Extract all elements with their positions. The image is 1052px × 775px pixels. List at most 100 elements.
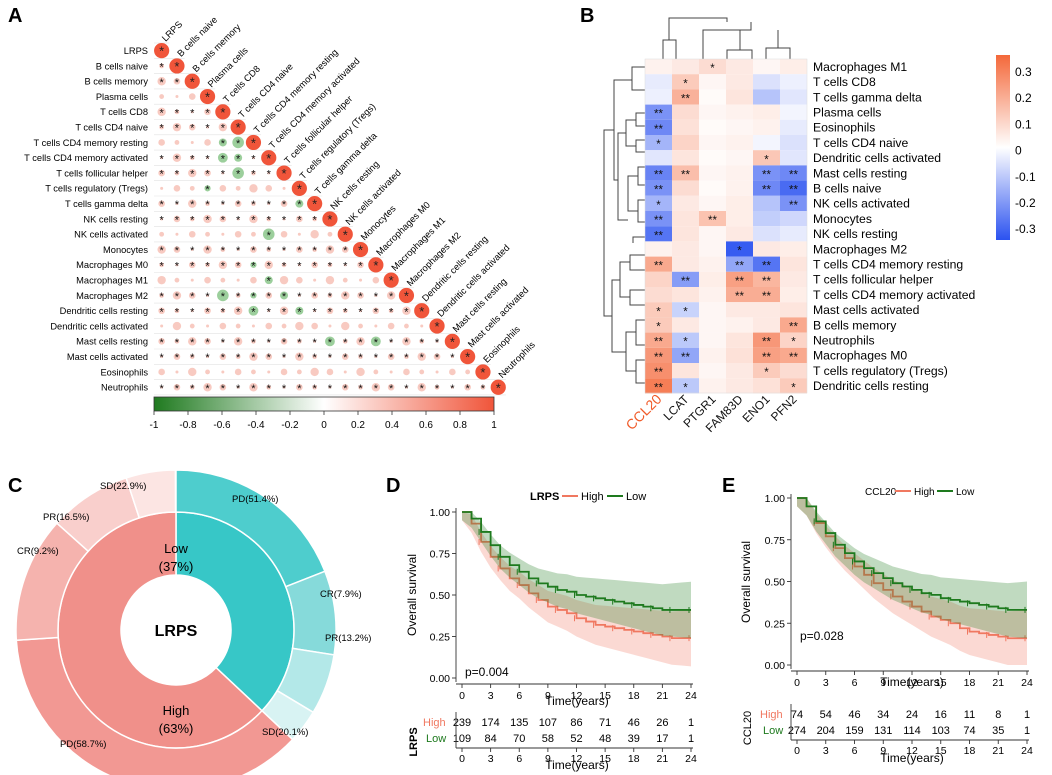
panel-b-star: ** (681, 93, 690, 105)
panel-a-star: * (251, 352, 256, 364)
panel-a-corr-dot (189, 323, 195, 329)
km-e-plot: 0.00 0.25 0.50 0.75 1.00 0 3 6 9 12 15 18 21 24 (765, 493, 1033, 689)
panel-b-star: * (791, 337, 796, 349)
panel-a-corr-dot (160, 217, 164, 221)
panel-a-star: * (297, 337, 302, 349)
panel-a-star: * (251, 337, 256, 349)
km-risk-low-count: 70 (513, 733, 525, 745)
panel-b-cell (780, 211, 807, 227)
panel-a-corr-dot (265, 322, 273, 330)
panel-a-corr-dot (295, 306, 304, 315)
panel-a-star: * (221, 352, 226, 364)
km-risk-low-count: 58 (542, 733, 554, 745)
km-risk-x-tick-label: 18 (964, 745, 976, 757)
panel-b-cell (672, 180, 699, 196)
panel-a-star: * (175, 337, 180, 349)
panel-a-corr-dot (190, 110, 194, 114)
panel-a-corr-dot (373, 369, 379, 375)
panel-b-cell (699, 180, 726, 196)
panel-b-cell (672, 241, 699, 257)
panel-a-star: * (313, 352, 318, 364)
panel-a-corr-dot (264, 276, 273, 285)
panel-a-star: * (328, 383, 333, 395)
panel-a-corr-dot (188, 230, 196, 238)
panel-b-cell (753, 211, 780, 227)
km-d-risk-low-label: Low (426, 733, 446, 745)
km-risk-high-count: 239 (453, 717, 471, 729)
panel-a-corr-dot (206, 324, 210, 328)
panel-a-diagonal-dot (460, 349, 476, 365)
panel-b-row-label: T cells follicular helper (813, 273, 933, 287)
panel-b-row-label: T cells regulatory (Tregs) (813, 364, 948, 378)
panel-a-corr-dot (312, 247, 318, 252)
km-risk-low-count: 103 (932, 725, 950, 737)
panel-a-colorbar-tick-label: 0.4 (385, 420, 399, 431)
km-risk-high-count: 54 (820, 709, 832, 721)
panel-a-diagonal-dot (383, 272, 399, 288)
panel-b-cell (672, 317, 699, 333)
panel-a-star: * (175, 245, 180, 257)
panel-a-corr-dot (359, 309, 363, 313)
panel-b-cell (780, 378, 807, 394)
panel-b-star: * (656, 200, 661, 212)
outer-label-low-pd: PD(51.4%) (232, 494, 278, 505)
panel-a-colorbar-tick-label: 0.6 (419, 420, 433, 431)
panel-a-star: * (205, 337, 210, 349)
km-x-tick-label: 0 (794, 677, 800, 689)
panel-a-corr-dot (359, 278, 363, 282)
panel-b-cell (672, 135, 699, 151)
km-y-tick-label: 0.00 (430, 673, 451, 685)
panel-b-cell (645, 241, 672, 257)
panel-a-corr-dot (219, 322, 227, 330)
panel-a-star: * (251, 383, 256, 395)
panel-a-corr-dot (159, 94, 165, 99)
panel-a-row-label: T cells CD4 memory resting (33, 138, 148, 148)
km-risk-x-tick-label: 3 (823, 745, 829, 757)
panel-b-cell (672, 287, 699, 303)
panel-b-star: ** (789, 200, 798, 212)
panel-a-corr-dot (404, 385, 408, 389)
panel-b-cell (726, 135, 753, 151)
panel-a-star: * (205, 153, 210, 165)
panel-a-star: * (297, 181, 302, 196)
km-y-tick-label: 0.25 (765, 618, 786, 630)
panel-a-corr-dot (356, 367, 365, 377)
panel-a-corr-dot (374, 293, 378, 297)
panel-a-star: * (159, 44, 164, 59)
panel-b-cell (726, 378, 753, 394)
panel-a-star: * (251, 135, 256, 150)
km-risk-x-tick-label: 24 (685, 753, 697, 765)
panel-a-row-label: Dendritic cells activated (50, 321, 148, 331)
panel-b-star: ** (654, 185, 663, 197)
panel-a-star: * (205, 199, 210, 211)
panel-b-cell (672, 378, 699, 394)
panel-a-corr-dot (296, 215, 303, 223)
km-risk-low-count: 48 (599, 733, 611, 745)
panel-a-corr-dot (172, 291, 182, 300)
panel-a-star: * (190, 123, 195, 135)
panel-b-star: * (683, 78, 688, 90)
panel-a-corr-dot (251, 338, 256, 344)
panel-a-star: * (160, 61, 165, 73)
panel-a-corr-dot (341, 383, 349, 391)
panel-b-cell (753, 347, 780, 363)
panel-a-corr-dot (267, 171, 271, 175)
panel-b-star: ** (654, 215, 663, 227)
panel-b-star: ** (708, 215, 717, 227)
panel-a-star: * (160, 123, 165, 135)
panel-b-row-label: Dendritic cells resting (813, 379, 929, 393)
panel-b-star: * (737, 245, 742, 257)
panel-a-corr-dot (267, 202, 271, 206)
km-risk-low-count: 204 (817, 725, 835, 737)
panel-b-star: * (656, 139, 661, 151)
panel-a-corr-dot (205, 262, 210, 268)
km-risk-low-count: 109 (453, 733, 471, 745)
panel-a-corr-dot (174, 308, 180, 314)
panel-a-star: * (404, 337, 409, 349)
panel-a-corr-dot (221, 171, 225, 175)
panel-a-diagonal-dot (261, 150, 277, 166)
panel-a-star: * (267, 230, 272, 242)
panel-a-row-label: T cells regulatory (Tregs) (45, 184, 148, 194)
panel-b-cell (645, 302, 672, 318)
panel-a-diagonal-dot (230, 119, 246, 135)
